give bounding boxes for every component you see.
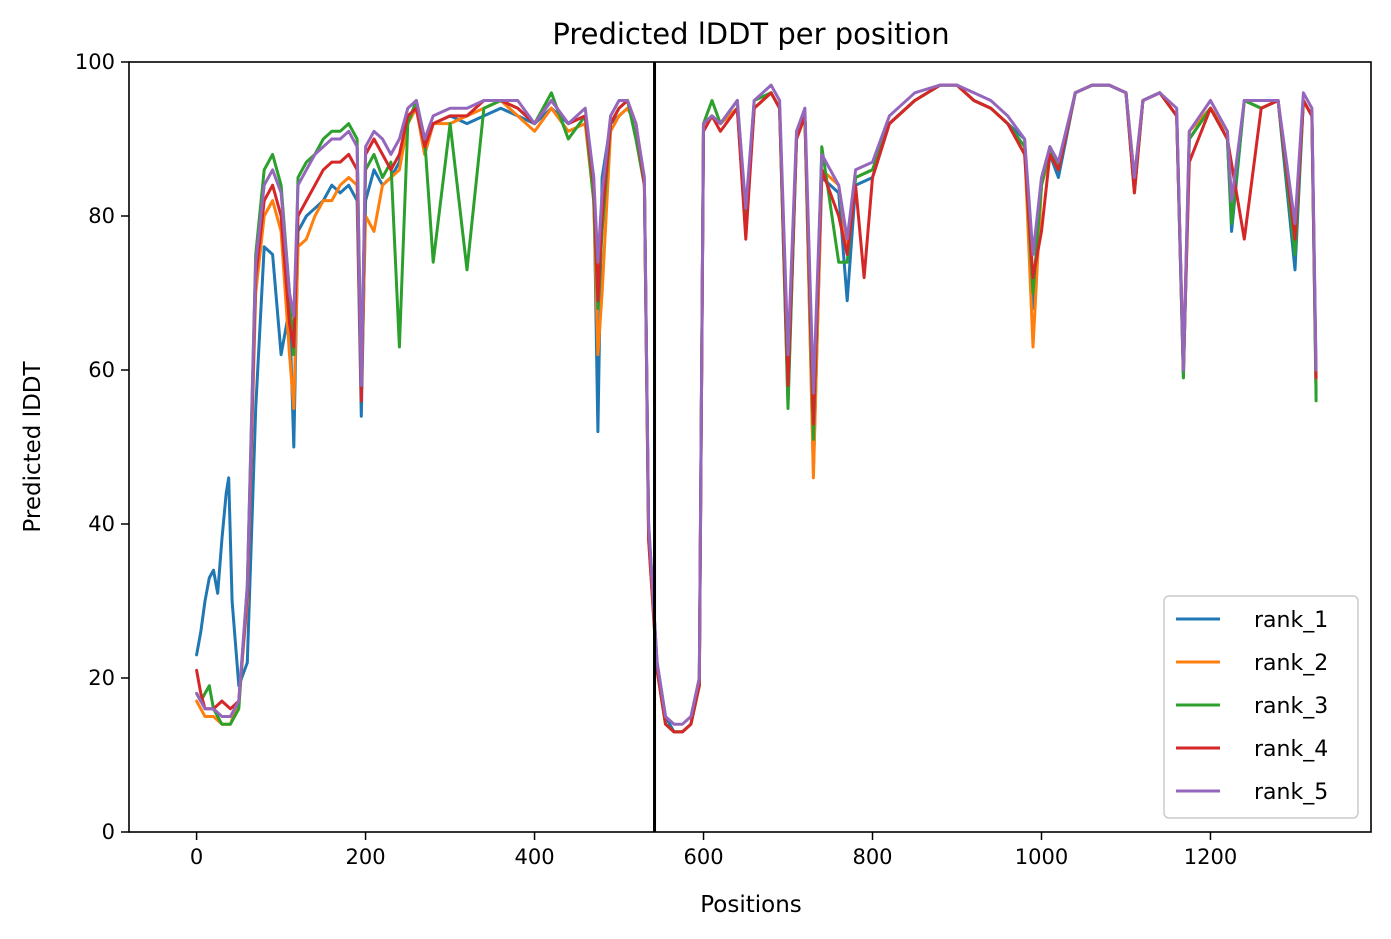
y-tick-label: 40 bbox=[88, 512, 115, 536]
plot-area bbox=[195, 62, 1318, 832]
x-tick-label: 1000 bbox=[1015, 845, 1068, 869]
legend-label-rank-3: rank_3 bbox=[1254, 694, 1328, 719]
x-tick-label: 400 bbox=[515, 845, 555, 869]
y-axis: 0 20 40 60 80 100 bbox=[75, 50, 129, 844]
legend-label-rank-4: rank_4 bbox=[1254, 737, 1328, 762]
y-tick-label: 60 bbox=[88, 358, 115, 382]
x-tick-label: 0 bbox=[190, 845, 203, 869]
y-tick-label: 20 bbox=[88, 666, 115, 690]
legend-box bbox=[1163, 595, 1359, 819]
legend-label-rank-1: rank_1 bbox=[1254, 608, 1328, 633]
x-axis-label: Positions bbox=[700, 892, 802, 918]
x-axis: 0 200 400 600 800 1000 1200 bbox=[190, 832, 1237, 869]
x-tick-label: 800 bbox=[852, 845, 892, 869]
y-tick-label: 100 bbox=[75, 50, 115, 74]
series-layer bbox=[195, 83, 1318, 734]
y-tick-label: 80 bbox=[88, 204, 115, 228]
x-tick-label: 1200 bbox=[1184, 845, 1237, 869]
y-tick-label: 0 bbox=[102, 820, 115, 844]
legend-label-rank-2: rank_2 bbox=[1254, 651, 1328, 676]
chart-title: Predicted lDDT per position bbox=[552, 17, 949, 51]
series-line-rank-5 bbox=[195, 83, 1318, 726]
y-axis-label: Predicted lDDT bbox=[20, 360, 46, 532]
legend-label-rank-5: rank_5 bbox=[1254, 780, 1328, 805]
legend: rank_1 rank_2 rank_3 rank_4 rank_5 bbox=[1163, 595, 1359, 819]
x-tick-label: 200 bbox=[346, 845, 386, 869]
x-tick-label: 600 bbox=[683, 845, 723, 869]
plot-frame bbox=[128, 61, 1372, 833]
